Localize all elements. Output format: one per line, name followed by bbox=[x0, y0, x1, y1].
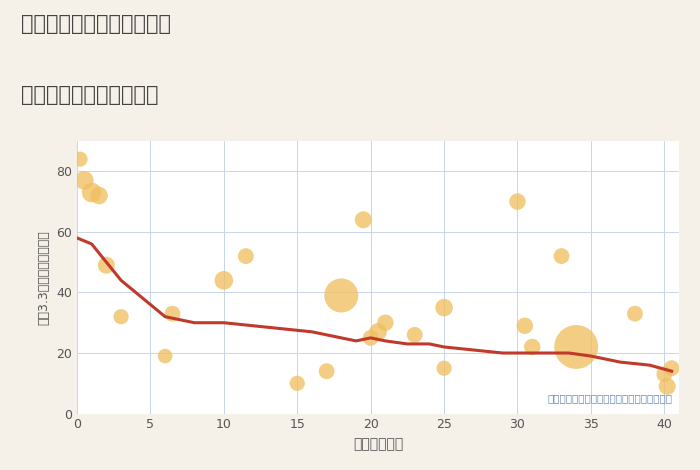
Point bbox=[662, 383, 673, 390]
Point bbox=[116, 313, 127, 321]
Point bbox=[321, 368, 332, 375]
Point bbox=[379, 319, 391, 327]
Point bbox=[438, 364, 449, 372]
Point bbox=[78, 177, 90, 184]
Y-axis label: 坪（3.3㎡）単価（万円）: 坪（3.3㎡）単価（万円） bbox=[38, 230, 50, 325]
Point bbox=[240, 252, 251, 260]
Point bbox=[519, 322, 531, 329]
Point bbox=[93, 192, 104, 199]
Point bbox=[365, 334, 377, 342]
Text: 築年数別中古戸建て価格: 築年数別中古戸建て価格 bbox=[21, 85, 158, 105]
Point bbox=[86, 189, 97, 196]
Point bbox=[101, 261, 112, 269]
Point bbox=[629, 310, 641, 317]
Point bbox=[556, 252, 567, 260]
Point bbox=[512, 198, 523, 205]
Point bbox=[358, 216, 369, 224]
Point bbox=[336, 292, 347, 299]
Point bbox=[570, 343, 582, 351]
Point bbox=[74, 156, 85, 163]
Point bbox=[526, 343, 538, 351]
Point bbox=[438, 304, 449, 311]
Text: 円の大きさは、取引のあった物件面積を示す: 円の大きさは、取引のあった物件面積を示す bbox=[548, 393, 673, 403]
Point bbox=[409, 331, 420, 338]
Text: 三重県松阪市嬉野川北町の: 三重県松阪市嬉野川北町の bbox=[21, 14, 171, 34]
X-axis label: 築年数（年）: 築年数（年） bbox=[353, 437, 403, 451]
Point bbox=[292, 380, 303, 387]
Point bbox=[160, 352, 171, 360]
Point bbox=[372, 328, 384, 336]
Point bbox=[659, 370, 670, 378]
Point bbox=[167, 310, 178, 317]
Point bbox=[218, 276, 230, 284]
Point bbox=[666, 364, 678, 372]
